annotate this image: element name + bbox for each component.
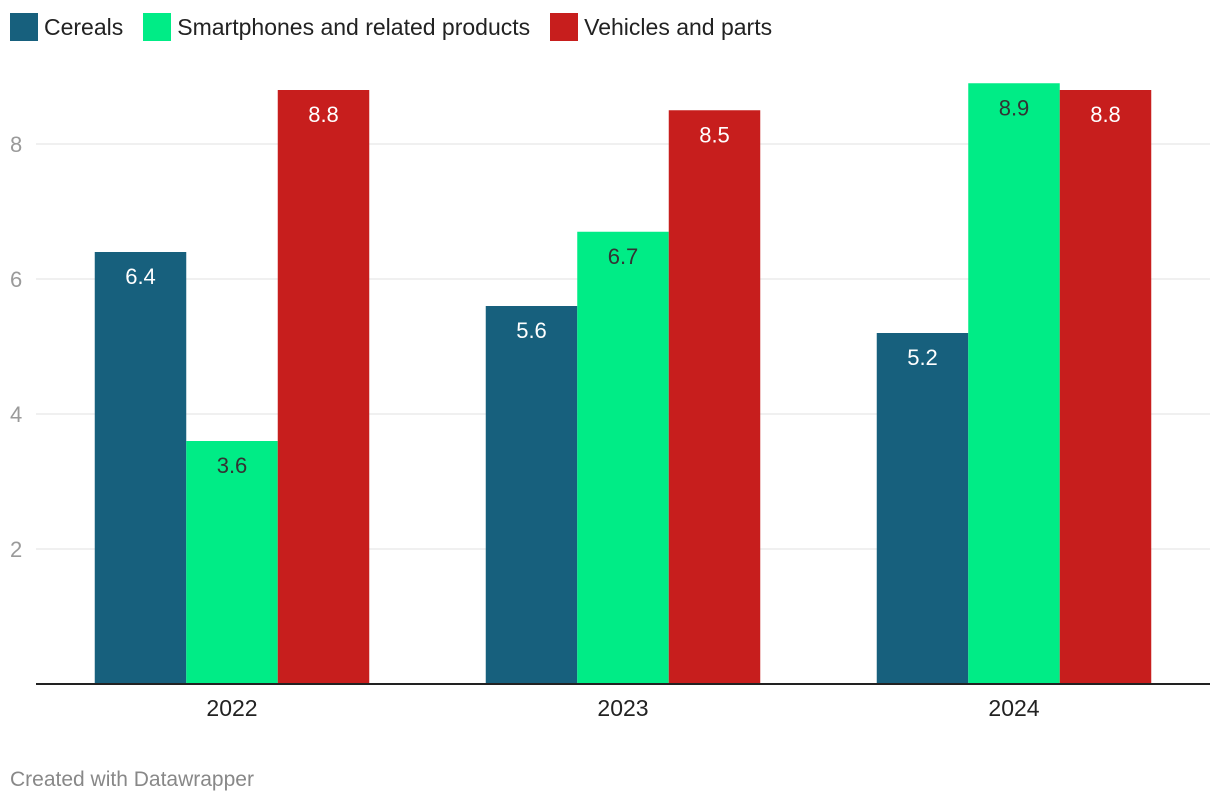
y-tick-label-6: 6 [10, 267, 22, 292]
bar-2023-cereals [485, 306, 578, 684]
bar-value-label-2022-0: 6.4 [125, 264, 156, 289]
footer-credit: Created with Datawrapper [10, 768, 254, 791]
legend-item-cereals: Cereals [10, 13, 123, 41]
bar-chart: 2 4 6 8 6.4 3.6 8.8 2022 5.6 6.7 8.5 2023 5.2 8.9 8.8 2… [10, 83, 1210, 721]
y-tick-label-4: 4 [10, 402, 22, 427]
bar-2022-cereals [94, 252, 187, 684]
x-tick-label-2022: 2022 [206, 695, 257, 721]
legend-label-smartphones: Smartphones and related products [177, 13, 531, 40]
bar-2023-vehicles-and-parts [668, 110, 761, 684]
bar-value-label-2024-0: 5.2 [907, 345, 938, 370]
bar-value-label-2022-1: 3.6 [217, 453, 248, 478]
x-tick-label-2023: 2023 [597, 695, 648, 721]
chart-legend: Cereals Smartphones and related products… [10, 12, 792, 42]
y-tick-label-2: 2 [10, 537, 22, 562]
y-tick-label-8: 8 [10, 132, 22, 157]
bar-2024-vehicles-and-parts [1059, 90, 1152, 684]
bar-2022-smartphones-and-related-products [186, 441, 278, 684]
bar-value-label-2023-2: 8.5 [699, 122, 730, 147]
legend-label-cereals: Cereals [44, 13, 124, 40]
bar-2024-smartphones-and-related-products [968, 83, 1060, 684]
legend-swatch-smartphones [143, 13, 172, 41]
legend-swatch-cereals [10, 13, 38, 41]
bar-value-label-2022-2: 8.8 [308, 102, 339, 127]
bar-value-label-2023-1: 6.7 [608, 244, 639, 269]
bar-value-label-2023-0: 5.6 [516, 318, 547, 343]
legend-item-vehicles: Vehicles and parts [550, 13, 772, 41]
bar-value-label-2024-1: 8.9 [999, 95, 1030, 120]
bar-2023-smartphones-and-related-products [577, 231, 669, 684]
bar-2022-vehicles-and-parts [277, 90, 370, 684]
legend-swatch-vehicles [550, 13, 579, 41]
bar-value-label-2024-2: 8.8 [1090, 102, 1121, 127]
legend-label-vehicles: Vehicles and parts [584, 13, 773, 40]
legend-item-smartphones: Smartphones and related products [143, 13, 530, 41]
bar-2024-cereals [876, 333, 969, 684]
x-tick-label-2024: 2024 [988, 695, 1039, 721]
